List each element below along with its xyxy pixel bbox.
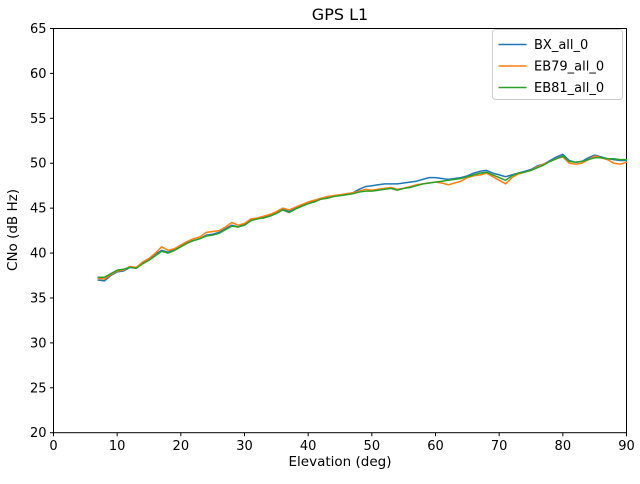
series-line-EB81_all_0 bbox=[97, 155, 628, 279]
x-tick-label: 90 bbox=[618, 439, 635, 454]
series-lines bbox=[97, 153, 628, 282]
y-tick-label: 65 bbox=[30, 22, 47, 37]
chart-title: GPS L1 bbox=[312, 5, 368, 24]
y-axis-label: CNo (dB Hz) bbox=[5, 189, 21, 271]
x-tick-label: 80 bbox=[555, 439, 572, 454]
y-tick-label: 30 bbox=[30, 336, 47, 351]
x-tick-label: 40 bbox=[300, 439, 317, 454]
y-tick-label: 45 bbox=[30, 202, 47, 217]
y-tick-label: 20 bbox=[30, 426, 47, 441]
y-tick-label: 50 bbox=[30, 157, 47, 172]
axes: 0 10 20 30 40 50 60 70 80 90 20 25 30 35 40 45 50 55 60 65 bbox=[30, 22, 635, 454]
y-tick-label: 55 bbox=[30, 112, 47, 127]
series-line-BX_all_0 bbox=[97, 153, 628, 282]
y-tick-label: 25 bbox=[30, 381, 47, 396]
y-tick-label: 40 bbox=[30, 247, 47, 262]
legend-label-bx: BX_all_0 bbox=[534, 38, 588, 53]
plot-border bbox=[53, 28, 627, 434]
legend-label-eb79: EB79_all_0 bbox=[534, 60, 604, 75]
x-tick-label: 30 bbox=[236, 439, 253, 454]
series-line-EB79_all_0 bbox=[97, 155, 628, 280]
y-tick-label: 60 bbox=[30, 67, 47, 82]
x-tick-label: 50 bbox=[364, 439, 381, 454]
legend-label-eb81: EB81_all_0 bbox=[534, 81, 604, 96]
x-tick-label: 70 bbox=[491, 439, 508, 454]
legend: BX_all_0 EB79_all_0 EB81_all_0 bbox=[492, 29, 623, 100]
x-axis-label: Elevation (deg) bbox=[289, 454, 392, 470]
x-tick-label: 0 bbox=[49, 439, 57, 454]
legend-box bbox=[492, 29, 623, 100]
y-tick-label: 35 bbox=[30, 291, 47, 306]
x-tick-label: 10 bbox=[109, 439, 126, 454]
x-tick-label: 60 bbox=[427, 439, 444, 454]
x-tick-label: 20 bbox=[173, 439, 190, 454]
